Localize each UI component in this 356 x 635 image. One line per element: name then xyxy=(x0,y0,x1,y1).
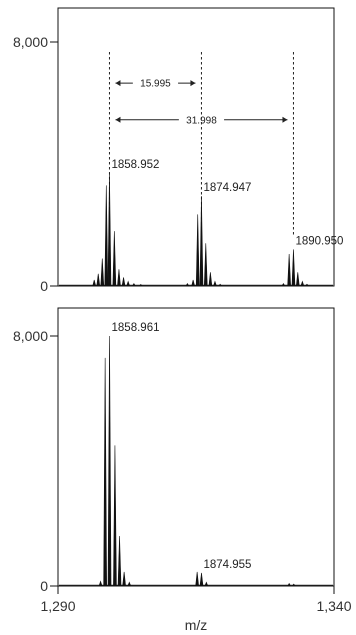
annotation-label-1: 31.998 xyxy=(186,115,217,126)
peak-12 xyxy=(191,279,196,287)
peak-16 xyxy=(208,272,213,287)
peak-19 xyxy=(281,282,286,287)
x-tick-label-left: 1,290 xyxy=(40,598,75,614)
top-peak-layer xyxy=(59,173,333,287)
bottom-spectrum-panel: 8,000 0 1858.961 1874.955 xyxy=(13,307,335,594)
peak-0 xyxy=(92,279,97,287)
peak-10 xyxy=(287,582,292,587)
peak-1 xyxy=(103,357,107,587)
peak-10 xyxy=(138,284,144,287)
peak-7 xyxy=(195,571,199,587)
peak-7 xyxy=(121,277,126,287)
annotation-arrowhead-left-1 xyxy=(115,116,121,123)
annotation-arrowhead-right-1 xyxy=(282,116,288,123)
bottom-peak-layer xyxy=(59,335,333,587)
annotation-arrowhead-left-0 xyxy=(115,80,121,87)
peak-6 xyxy=(127,581,132,587)
peak-22 xyxy=(295,272,300,287)
peak-11 xyxy=(291,583,296,587)
x-tick-label-right: 1,340 xyxy=(316,598,351,614)
peak-17 xyxy=(213,280,217,287)
peak-9 xyxy=(204,581,209,587)
peak-label-0: 1858.952 xyxy=(111,159,159,171)
peak-1 xyxy=(96,273,101,287)
top-y-tick-label-8000: 8,000 xyxy=(13,34,48,50)
top-spectrum-panel: 8,000 0 15.995 31.998 1858.952 1874.947 189… xyxy=(13,7,343,294)
peak-18 xyxy=(218,283,223,287)
peak-2 xyxy=(100,258,105,287)
peak-5 xyxy=(112,231,117,287)
peak-4 xyxy=(107,173,112,287)
peak-3 xyxy=(104,185,109,287)
peak-20 xyxy=(287,253,291,287)
bottom-y-tick-label-0: 0 xyxy=(40,578,48,594)
bottom-y-tick-label-8000: 8,000 xyxy=(13,328,48,344)
top-y-tick-label-0: 0 xyxy=(40,278,48,294)
peak-9 xyxy=(131,282,136,287)
bottom-peak-label-layer: 1858.961 1874.955 xyxy=(112,322,252,571)
peak-8 xyxy=(126,280,131,287)
peak-label-1: 1874.947 xyxy=(203,182,251,194)
peak-label-0: 1858.961 xyxy=(112,322,160,334)
peak-6 xyxy=(117,269,121,287)
peak-21 xyxy=(291,249,296,287)
annotation-label-0: 15.995 xyxy=(140,79,171,90)
peak-13 xyxy=(195,214,200,287)
peak-11 xyxy=(185,282,190,287)
peak-label-2: 1890.950 xyxy=(295,235,343,247)
peak-23 xyxy=(300,280,305,287)
x-axis-title: m/z xyxy=(185,617,208,633)
top-peak-label-layer: 1858.952 1874.947 1890.950 xyxy=(111,159,343,247)
peak-8 xyxy=(199,572,204,587)
peak-24 xyxy=(304,283,310,287)
peak-label-1: 1874.955 xyxy=(203,559,251,571)
peak-4 xyxy=(117,535,122,587)
peak-3 xyxy=(113,445,117,587)
annotation-arrowhead-right-0 xyxy=(190,80,196,87)
peak-5 xyxy=(122,571,126,587)
peak-0 xyxy=(98,580,103,587)
peak-15 xyxy=(203,243,208,287)
peak-14 xyxy=(199,196,204,287)
top-panel-frame xyxy=(57,7,335,287)
peak-2 xyxy=(107,335,112,587)
top-annotation-layer: 15.995 31.998 xyxy=(108,52,294,236)
bottom-panel-frame xyxy=(57,307,335,587)
